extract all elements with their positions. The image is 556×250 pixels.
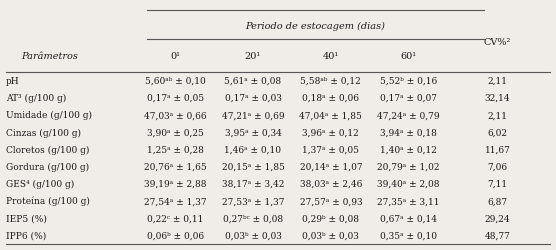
Text: 0,35ᵃ ± 0,10: 0,35ᵃ ± 0,10 <box>380 231 437 240</box>
Text: 38,03ᵃ ± 2,46: 38,03ᵃ ± 2,46 <box>300 179 362 188</box>
Text: 27,35ᵃ ± 3,11: 27,35ᵃ ± 3,11 <box>378 196 440 205</box>
Text: 27,54ᵃ ± 1,37: 27,54ᵃ ± 1,37 <box>144 196 206 205</box>
Text: 0,27ᵇᶜ ± 0,08: 0,27ᵇᶜ ± 0,08 <box>223 214 283 222</box>
Text: 0,17ᵃ ± 0,07: 0,17ᵃ ± 0,07 <box>380 94 437 103</box>
Text: 27,53ᵃ ± 1,37: 27,53ᵃ ± 1,37 <box>222 196 284 205</box>
Text: 1,40ᵃ ± 0,12: 1,40ᵃ ± 0,12 <box>380 145 437 154</box>
Text: Umidade (g/100 g): Umidade (g/100 g) <box>6 111 92 120</box>
Text: IEP5 (%): IEP5 (%) <box>6 214 47 222</box>
Text: Periodo de estocagem (dias): Periodo de estocagem (dias) <box>246 22 385 31</box>
Text: 3,95ᵃ ± 0,34: 3,95ᵃ ± 0,34 <box>225 128 281 137</box>
Text: 11,67: 11,67 <box>485 145 510 154</box>
Text: 39,19ᵃ ± 2,88: 39,19ᵃ ± 2,88 <box>144 179 206 188</box>
Text: 0,03ᵇ ± 0,03: 0,03ᵇ ± 0,03 <box>225 231 281 240</box>
Text: GES⁴ (g/100 g): GES⁴ (g/100 g) <box>6 179 74 188</box>
Text: IPP6 (%): IPP6 (%) <box>6 231 46 240</box>
Text: 20¹: 20¹ <box>245 52 261 61</box>
Text: pH: pH <box>6 76 19 86</box>
Text: 40¹: 40¹ <box>322 52 339 61</box>
Text: AT³ (g/100 g): AT³ (g/100 g) <box>6 94 66 103</box>
Text: 2,11: 2,11 <box>488 76 508 86</box>
Text: 0,06ᵇ ± 0,06: 0,06ᵇ ± 0,06 <box>147 231 203 240</box>
Text: 39,40ᵃ ± 2,08: 39,40ᵃ ± 2,08 <box>378 179 440 188</box>
Text: 0,17ᵃ ± 0,05: 0,17ᵃ ± 0,05 <box>147 94 203 103</box>
Text: Gordura (g/100 g): Gordura (g/100 g) <box>6 162 89 171</box>
Text: 5,60ᵃᵇ ± 0,10: 5,60ᵃᵇ ± 0,10 <box>145 76 206 86</box>
Text: 20,14ᵃ ± 1,07: 20,14ᵃ ± 1,07 <box>300 162 362 171</box>
Text: Cinzas (g/100 g): Cinzas (g/100 g) <box>6 128 81 137</box>
Text: 20,79ᵃ ± 1,02: 20,79ᵃ ± 1,02 <box>378 162 440 171</box>
Text: 0,22ᶜ ± 0,11: 0,22ᶜ ± 0,11 <box>147 214 203 222</box>
Text: 20,15ᵃ ± 1,85: 20,15ᵃ ± 1,85 <box>221 162 285 171</box>
Text: 0,03ᵇ ± 0,03: 0,03ᵇ ± 0,03 <box>302 231 359 240</box>
Text: 0,18ᵃ ± 0,06: 0,18ᵃ ± 0,06 <box>302 94 359 103</box>
Text: 47,21ᵃ ± 0,69: 47,21ᵃ ± 0,69 <box>222 111 284 120</box>
Text: 0,29ᵇ ± 0,08: 0,29ᵇ ± 0,08 <box>302 214 359 222</box>
Text: 27,57ᵃ ± 0,93: 27,57ᵃ ± 0,93 <box>300 196 362 205</box>
Text: 1,46ᵃ ± 0,10: 1,46ᵃ ± 0,10 <box>225 145 281 154</box>
Text: 0¹: 0¹ <box>170 52 180 61</box>
Text: 0,67ᵃ ± 0,14: 0,67ᵃ ± 0,14 <box>380 214 437 222</box>
Text: 7,11: 7,11 <box>488 179 508 188</box>
Text: Proteína (g/100 g): Proteína (g/100 g) <box>6 196 90 206</box>
Text: 3,94ᵃ ± 0,18: 3,94ᵃ ± 0,18 <box>380 128 437 137</box>
Text: 6,87: 6,87 <box>488 196 508 205</box>
Text: 32,14: 32,14 <box>485 94 510 103</box>
Text: 20,76ᵃ ± 1,65: 20,76ᵃ ± 1,65 <box>144 162 206 171</box>
Text: 5,61ᵃ ± 0,08: 5,61ᵃ ± 0,08 <box>225 76 281 86</box>
Text: 7,06: 7,06 <box>488 162 508 171</box>
Text: 3,90ᵃ ± 0,25: 3,90ᵃ ± 0,25 <box>147 128 203 137</box>
Text: 48,77: 48,77 <box>485 231 510 240</box>
Text: 1,37ᵃ ± 0,05: 1,37ᵃ ± 0,05 <box>302 145 359 154</box>
Text: 47,24ᵃ ± 0,79: 47,24ᵃ ± 0,79 <box>378 111 440 120</box>
Text: 0,17ᵃ ± 0,03: 0,17ᵃ ± 0,03 <box>225 94 281 103</box>
Text: Parâmetros: Parâmetros <box>22 52 78 61</box>
Text: 1,25ᵃ ± 0,28: 1,25ᵃ ± 0,28 <box>147 145 203 154</box>
Text: 29,24: 29,24 <box>485 214 510 222</box>
Text: 5,52ᵇ ± 0,16: 5,52ᵇ ± 0,16 <box>380 76 437 86</box>
Text: Cloretos (g/100 g): Cloretos (g/100 g) <box>6 145 89 154</box>
Text: 47,03ᵃ ± 0,66: 47,03ᵃ ± 0,66 <box>144 111 206 120</box>
Text: 3,96ᵃ ± 0,12: 3,96ᵃ ± 0,12 <box>302 128 359 137</box>
Text: CV%²: CV%² <box>484 38 512 46</box>
Text: 6,02: 6,02 <box>488 128 508 137</box>
Text: 2,11: 2,11 <box>488 111 508 120</box>
Text: 60¹: 60¹ <box>400 52 417 61</box>
Text: 38,17ᵃ ± 3,42: 38,17ᵃ ± 3,42 <box>222 179 284 188</box>
Text: 5,58ᵃᵇ ± 0,12: 5,58ᵃᵇ ± 0,12 <box>300 76 361 86</box>
Text: 47,04ᵃ ± 1,85: 47,04ᵃ ± 1,85 <box>299 111 363 120</box>
